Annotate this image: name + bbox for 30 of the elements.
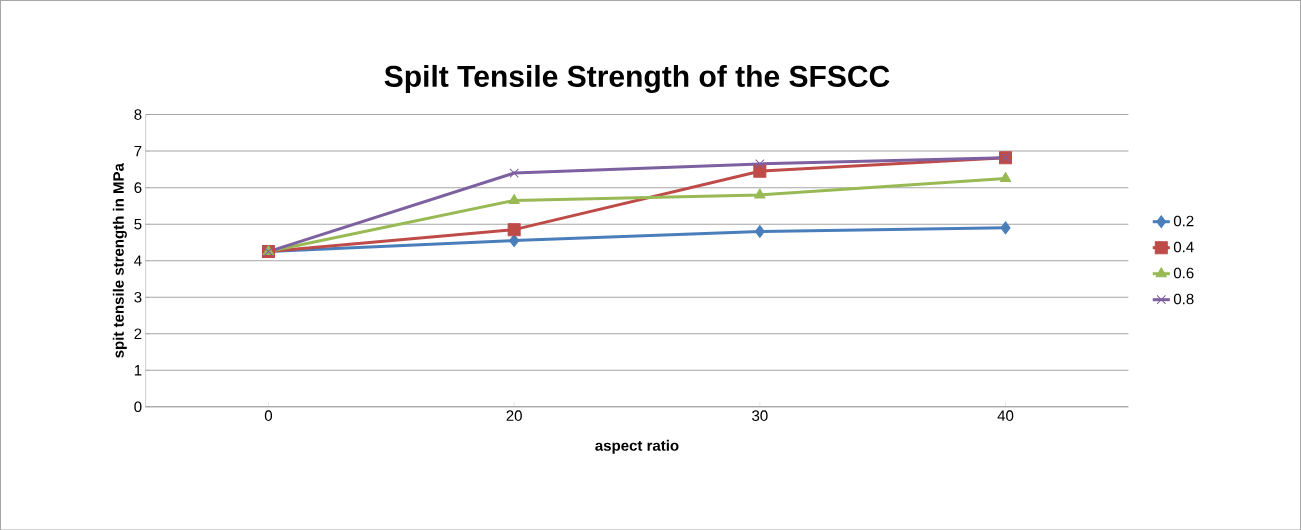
x-tick-label: 20 bbox=[506, 410, 522, 421]
y-tick-label: 2 bbox=[134, 328, 142, 339]
point bbox=[509, 233, 520, 247]
y-tick-label: 5 bbox=[134, 218, 142, 230]
y-tick-label: 7 bbox=[134, 145, 142, 157]
point bbox=[1000, 221, 1011, 235]
x-tick-label: 0 bbox=[264, 410, 273, 421]
point bbox=[507, 222, 521, 236]
legend-label: 0.8 bbox=[1173, 293, 1194, 305]
point bbox=[753, 164, 767, 178]
y-tick-label: 6 bbox=[134, 182, 142, 193]
legend-label: 0.4 bbox=[1173, 241, 1194, 253]
legend-label: 0.6 bbox=[1173, 267, 1194, 279]
legend-label: 0.2 bbox=[1173, 215, 1194, 227]
y-tick-label: 4 bbox=[134, 255, 142, 266]
y-tick-label: 3 bbox=[134, 291, 142, 303]
y-axis-title: spit tensile strength in MPa bbox=[112, 162, 127, 358]
x-tick-label: 40 bbox=[997, 410, 1014, 421]
point bbox=[509, 168, 519, 178]
y-tick-label: 1 bbox=[134, 364, 142, 376]
point bbox=[508, 193, 520, 204]
x-axis-title: aspect ratio bbox=[595, 439, 679, 454]
x-tick-label: 30 bbox=[752, 410, 768, 421]
point bbox=[754, 224, 765, 238]
y-tick-label: 8 bbox=[134, 109, 142, 120]
chart-title: Spilt Tensile Strength of the SFSCC bbox=[384, 64, 890, 93]
y-tick-label: 0 bbox=[134, 401, 142, 412]
point bbox=[999, 171, 1012, 182]
point bbox=[755, 158, 765, 169]
point bbox=[754, 188, 766, 199]
